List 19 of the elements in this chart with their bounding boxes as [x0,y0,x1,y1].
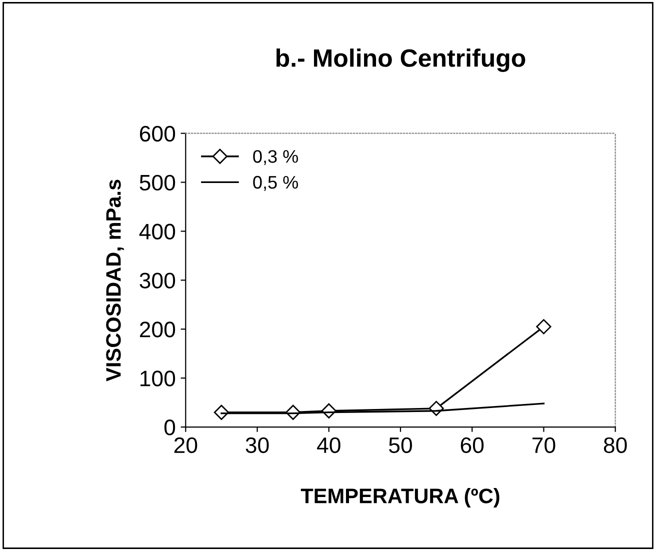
legend-label: 0,5 % [253,176,298,191]
y-tick-label: 200 [140,322,176,338]
x-tick-label: 50 [389,437,412,454]
chart-title: b.- Molino Centrifugo [276,48,526,72]
y-tick-label: 600 [140,126,176,142]
y-axis-title: VISCOSIDAD, mPa.s [106,180,124,382]
x-axis-title: TEMPERATURA (ºC) [300,488,500,508]
x-tick-label: 20 [174,437,198,454]
x-tick-label: 70 [532,437,556,454]
x-tick-label: 60 [460,437,484,454]
y-tick-label: 500 [140,174,176,191]
y-tick-label: 300 [140,272,176,288]
legend-label: 0,3 % [253,150,298,165]
x-tick-label: 80 [604,437,627,454]
y-tick-label: 400 [139,224,176,240]
y-tick-label: 100 [140,370,176,386]
y-tick-label: 0 [164,420,176,436]
x-tick-label: 40 [317,437,340,454]
x-tick-label: 30 [246,437,269,454]
